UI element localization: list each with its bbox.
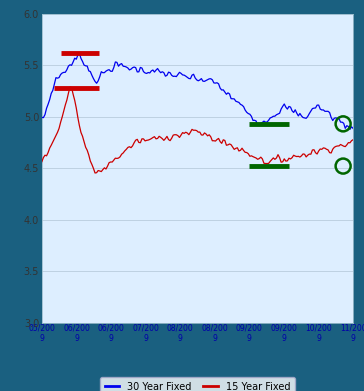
Legend: 30 Year Fixed, 15 Year Fixed: 30 Year Fixed, 15 Year Fixed — [100, 377, 295, 391]
